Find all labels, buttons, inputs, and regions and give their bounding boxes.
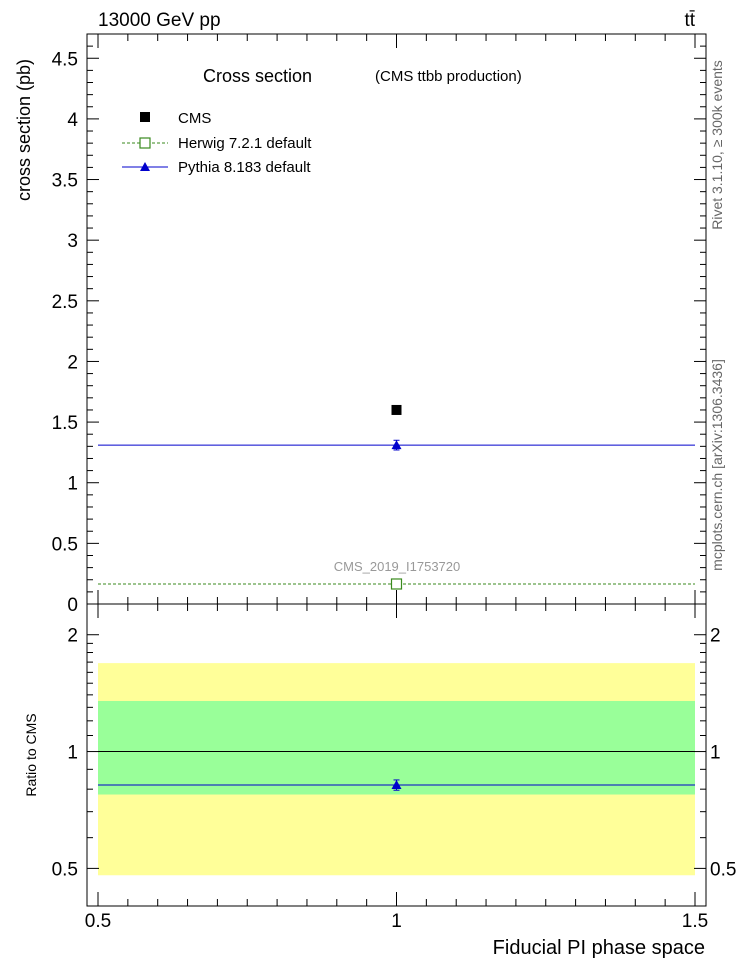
analysis-watermark: CMS_2019_I1753720 [334, 559, 461, 574]
ratio-x-ticks: 0.5 1 1.5 [85, 604, 708, 932]
y-minor-ticks [87, 33, 706, 593]
ratio-y-axis-label: Ratio to CMS [23, 713, 39, 796]
ratio-y-ticks: 0.5 0.5 1 1 2 2 [52, 626, 737, 881]
herwig-point [390, 578, 403, 590]
process-label: tt̄ [684, 10, 695, 31]
y-tick-label: 3 [67, 231, 78, 252]
pythia-point [391, 440, 402, 450]
x-ticks [97, 34, 696, 604]
y-tick-label: 3.5 [52, 171, 78, 192]
plot-subtitle: (CMS ttbb production) [375, 68, 522, 85]
cms-point [391, 404, 402, 415]
x-tick-label: 1.5 [682, 911, 708, 932]
ratio-pythia-point [391, 780, 402, 790]
legend-pythia-marker [140, 162, 150, 171]
ratio-y-tick-label: 0.5 [52, 859, 78, 880]
x-tick-label: 1 [391, 911, 402, 932]
y-tick-label: 0.5 [52, 534, 78, 555]
energy-label: 13000 GeV pp [98, 10, 221, 31]
y-tick-label: 1 [67, 474, 78, 495]
y-tick-label: 1.5 [52, 413, 78, 434]
ratio-y-tick-label-right: 0.5 [710, 859, 736, 880]
legend: CMS Herwig 7.2.1 default Pythia 8.183 de… [122, 110, 312, 176]
main-panel: Cross section (CMS ttbb production) cros… [14, 33, 707, 616]
legend-herwig-marker [139, 137, 151, 149]
x-axis-label: Fiducial PI phase space [493, 937, 705, 959]
y-tick-label: 4 [67, 110, 78, 131]
legend-herwig-label: Herwig 7.2.1 default [178, 135, 312, 152]
y-axis-label: cross section (pb) [14, 59, 34, 201]
x-tick-label: 0.5 [85, 911, 111, 932]
y-tick-label: 2 [67, 352, 78, 373]
ratio-y-tick-label: 1 [67, 743, 78, 764]
y-ticks: 0 0.5 1 1.5 2 2.5 3 3.5 4 4.5 [52, 49, 706, 616]
ratio-band-inner [98, 700, 695, 795]
plot-title: Cross section [203, 66, 312, 86]
y-tick-label: 2.5 [52, 292, 78, 313]
ratio-y-minor-ticks [87, 642, 706, 839]
legend-cms-label: CMS [178, 110, 211, 127]
rivet-label: Rivet 3.1.10, ≥ 300k events [709, 60, 725, 230]
ratio-panel: Ratio to CMS 0.5 0.5 1 1 2 2 0.5 1 1.5 Fiducial… [23, 603, 737, 959]
y-tick-label: 0 [67, 595, 78, 616]
ratio-y-tick-label-right: 1 [710, 743, 721, 764]
y-tick-label: 4.5 [52, 49, 78, 70]
legend-cms-marker [140, 112, 150, 122]
mcplots-label: mcplots.cern.ch [arXiv:1306.3436] [709, 359, 725, 571]
ratio-y-tick-label: 2 [67, 626, 78, 647]
ratio-y-tick-label-right: 2 [710, 626, 721, 647]
legend-pythia-label: Pythia 8.183 default [178, 159, 311, 176]
